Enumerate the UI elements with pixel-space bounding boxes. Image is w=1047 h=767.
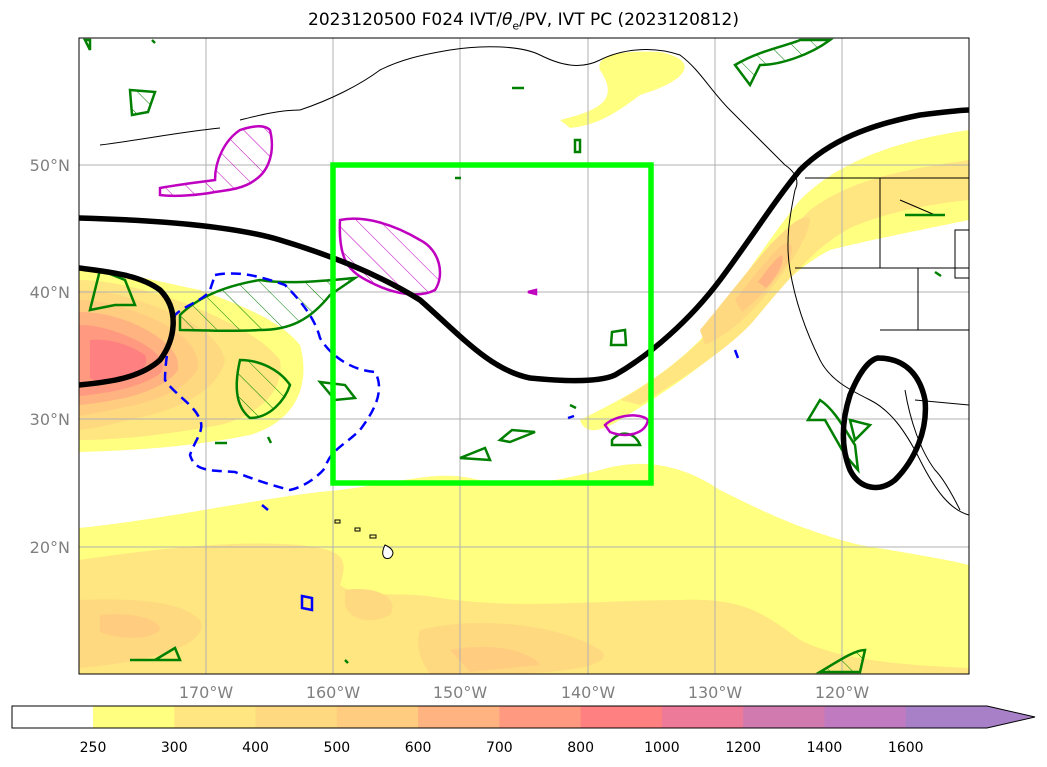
colorbar-segment: [174, 706, 257, 728]
ivt-band-south-300: [79, 543, 969, 674]
lon-label: 120°W: [815, 683, 870, 702]
colorbar-segment: [743, 706, 825, 728]
colorbar: 250 300 400 500 600 700 800 1000 1200 1400 1600: [11, 705, 1036, 756]
colorbar-tick-label: 1000: [644, 740, 680, 756]
colorbar-segment: [661, 706, 744, 728]
political-borders: [795, 177, 969, 406]
colorbar-outline: [11, 705, 1036, 729]
ivt-pc-box: [330, 162, 654, 486]
lat-label: 50°N: [30, 156, 70, 175]
colorbar-segment: [824, 706, 907, 728]
ivt-west-800: [90, 339, 147, 382]
lon-label: 160°W: [306, 683, 361, 702]
lon-label: 150°W: [433, 683, 488, 702]
ivt-alaska-250: [560, 51, 685, 128]
lat-label: 20°N: [30, 538, 70, 557]
colorbar-tick-label: 400: [242, 740, 269, 756]
colorbar-segment: [580, 706, 663, 728]
lat-label: 40°N: [30, 283, 70, 302]
ivt-east-600: [758, 255, 783, 288]
ivt-band-south-400b: [345, 589, 393, 621]
colorbar-tick-label: 1400: [807, 740, 843, 756]
ivt-shading: [79, 38, 969, 674]
colorbar-tick-label: 300: [161, 740, 188, 756]
colorbar-segment-under: [12, 706, 93, 728]
magenta-contours: [158, 125, 650, 437]
colorbar-segment: [418, 706, 500, 728]
colorbar-tick-label: 250: [80, 740, 107, 756]
lon-label: 170°W: [179, 683, 234, 702]
grid-lines: [79, 38, 969, 674]
lon-label: 130°W: [688, 683, 743, 702]
colorbar-tick-label: 1200: [725, 740, 761, 756]
blue-contours: [163, 272, 740, 612]
colorbar-segment: [255, 706, 338, 728]
colorbar-segment: [93, 706, 175, 728]
colorbar-segment: [336, 706, 419, 728]
colorbar-extend-arrow: [987, 706, 1035, 728]
colorbar-segment: [905, 706, 988, 728]
map-title: 2023120500 F024 IVT/θe/PV, IVT PC (20231…: [308, 10, 739, 33]
green-contours: [82, 38, 945, 674]
colorbar-tick-label: 1600: [888, 740, 924, 756]
colorbar-tick-label: 800: [567, 740, 594, 756]
coastlines: [99, 46, 969, 559]
colorbar-tick-label: 700: [486, 740, 513, 756]
map-frame: [78, 37, 970, 675]
colorbar-tick-label: 600: [405, 740, 432, 756]
lon-label: 140°W: [561, 683, 616, 702]
ivt-band-south-500b: [450, 646, 540, 672]
ivt-band-south-500: [100, 614, 160, 638]
colorbar-segment: [499, 706, 582, 728]
colorbar-tick-label: 500: [323, 740, 350, 756]
lat-label: 30°N: [30, 410, 70, 429]
trough-lines: [79, 107, 969, 491]
